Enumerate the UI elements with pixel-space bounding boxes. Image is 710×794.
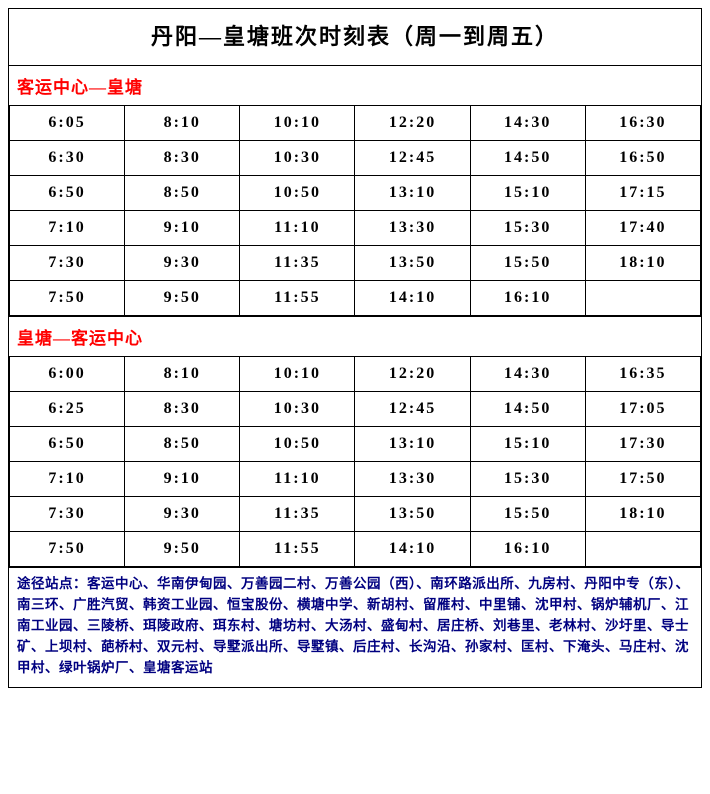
time-cell: 12:20 bbox=[355, 106, 470, 141]
time-cell: 12:45 bbox=[355, 141, 470, 176]
page-title: 丹阳—皇塘班次时刻表（周一到周五） bbox=[9, 9, 701, 65]
time-cell: 7:10 bbox=[10, 211, 125, 246]
table-row: 7:109:1011:1013:3015:3017:50 bbox=[10, 462, 701, 497]
time-cell: 15:50 bbox=[470, 246, 585, 281]
time-cell: 14:30 bbox=[470, 106, 585, 141]
time-cell: 8:50 bbox=[125, 176, 240, 211]
time-cell: 17:05 bbox=[585, 392, 700, 427]
time-cell: 7:10 bbox=[10, 462, 125, 497]
time-cell: 7:50 bbox=[10, 532, 125, 567]
table-row: 7:309:3011:3513:5015:5018:10 bbox=[10, 497, 701, 532]
time-cell: 9:10 bbox=[125, 462, 240, 497]
time-cell: 12:45 bbox=[355, 392, 470, 427]
time-cell: 9:50 bbox=[125, 532, 240, 567]
time-cell: 13:30 bbox=[355, 211, 470, 246]
time-cell: 14:50 bbox=[470, 392, 585, 427]
table-row: 6:258:3010:3012:4514:5017:05 bbox=[10, 392, 701, 427]
time-cell: 17:50 bbox=[585, 462, 700, 497]
time-cell: 8:10 bbox=[125, 106, 240, 141]
time-cell: 6:30 bbox=[10, 141, 125, 176]
time-cell: 6:50 bbox=[10, 427, 125, 462]
table-row: 7:109:1011:1013:3015:3017:40 bbox=[10, 211, 701, 246]
time-cell: 16:10 bbox=[470, 281, 585, 316]
table-row: 6:058:1010:1012:2014:3016:30 bbox=[10, 106, 701, 141]
section2-table: 6:008:1010:1012:2014:3016:356:258:3010:3… bbox=[9, 356, 701, 567]
time-cell: 8:10 bbox=[125, 357, 240, 392]
time-cell: 6:00 bbox=[10, 357, 125, 392]
time-cell: 11:55 bbox=[240, 281, 355, 316]
time-cell: 9:50 bbox=[125, 281, 240, 316]
time-cell: 11:10 bbox=[240, 211, 355, 246]
time-cell: 14:50 bbox=[470, 141, 585, 176]
time-cell: 13:50 bbox=[355, 497, 470, 532]
time-cell: 11:35 bbox=[240, 246, 355, 281]
table-row: 6:508:5010:5013:1015:1017:15 bbox=[10, 176, 701, 211]
time-cell: 6:05 bbox=[10, 106, 125, 141]
time-cell: 7:30 bbox=[10, 497, 125, 532]
time-cell: 16:50 bbox=[585, 141, 700, 176]
time-cell: 18:10 bbox=[585, 246, 700, 281]
time-cell: 12:20 bbox=[355, 357, 470, 392]
time-cell: 7:50 bbox=[10, 281, 125, 316]
time-cell: 17:15 bbox=[585, 176, 700, 211]
time-cell: 6:50 bbox=[10, 176, 125, 211]
table-row: 6:308:3010:3012:4514:5016:50 bbox=[10, 141, 701, 176]
time-cell: 7:30 bbox=[10, 246, 125, 281]
time-cell: 10:10 bbox=[240, 357, 355, 392]
table-row: 7:309:3011:3513:5015:5018:10 bbox=[10, 246, 701, 281]
time-cell: 11:35 bbox=[240, 497, 355, 532]
time-cell: 14:10 bbox=[355, 281, 470, 316]
time-cell: 13:10 bbox=[355, 427, 470, 462]
timetable-container: 丹阳—皇塘班次时刻表（周一到周五） 客运中心—皇塘 6:058:1010:101… bbox=[8, 8, 702, 688]
section2-header: 皇塘—客运中心 bbox=[9, 316, 701, 356]
time-cell: 15:30 bbox=[470, 211, 585, 246]
time-cell: 9:30 bbox=[125, 497, 240, 532]
time-cell: 9:10 bbox=[125, 211, 240, 246]
time-cell: 15:10 bbox=[470, 176, 585, 211]
time-cell: 13:10 bbox=[355, 176, 470, 211]
time-cell: 16:10 bbox=[470, 532, 585, 567]
time-cell: 11:55 bbox=[240, 532, 355, 567]
table-row: 7:509:5011:5514:1016:10 bbox=[10, 281, 701, 316]
time-cell: 10:50 bbox=[240, 176, 355, 211]
table-row: 6:008:1010:1012:2014:3016:35 bbox=[10, 357, 701, 392]
footer-stations: 途径站点：客运中心、华南伊甸园、万善园二村、万善公园（西）、南环路派出所、九房村… bbox=[9, 567, 701, 687]
section1-header: 客运中心—皇塘 bbox=[9, 65, 701, 105]
time-cell: 15:30 bbox=[470, 462, 585, 497]
time-cell: 11:10 bbox=[240, 462, 355, 497]
time-cell: 15:50 bbox=[470, 497, 585, 532]
time-cell: 9:30 bbox=[125, 246, 240, 281]
time-cell: 14:10 bbox=[355, 532, 470, 567]
time-cell bbox=[585, 281, 700, 316]
time-cell: 10:30 bbox=[240, 141, 355, 176]
time-cell: 15:10 bbox=[470, 427, 585, 462]
time-cell: 13:50 bbox=[355, 246, 470, 281]
time-cell: 6:25 bbox=[10, 392, 125, 427]
time-cell: 8:50 bbox=[125, 427, 240, 462]
time-cell: 10:30 bbox=[240, 392, 355, 427]
time-cell: 17:40 bbox=[585, 211, 700, 246]
time-cell: 16:30 bbox=[585, 106, 700, 141]
time-cell: 8:30 bbox=[125, 141, 240, 176]
time-cell: 10:50 bbox=[240, 427, 355, 462]
time-cell: 10:10 bbox=[240, 106, 355, 141]
time-cell: 8:30 bbox=[125, 392, 240, 427]
table-row: 6:508:5010:5013:1015:1017:30 bbox=[10, 427, 701, 462]
section1-table: 6:058:1010:1012:2014:3016:306:308:3010:3… bbox=[9, 105, 701, 316]
time-cell: 13:30 bbox=[355, 462, 470, 497]
table-row: 7:509:5011:5514:1016:10 bbox=[10, 532, 701, 567]
time-cell: 17:30 bbox=[585, 427, 700, 462]
time-cell bbox=[585, 532, 700, 567]
time-cell: 18:10 bbox=[585, 497, 700, 532]
time-cell: 14:30 bbox=[470, 357, 585, 392]
time-cell: 16:35 bbox=[585, 357, 700, 392]
